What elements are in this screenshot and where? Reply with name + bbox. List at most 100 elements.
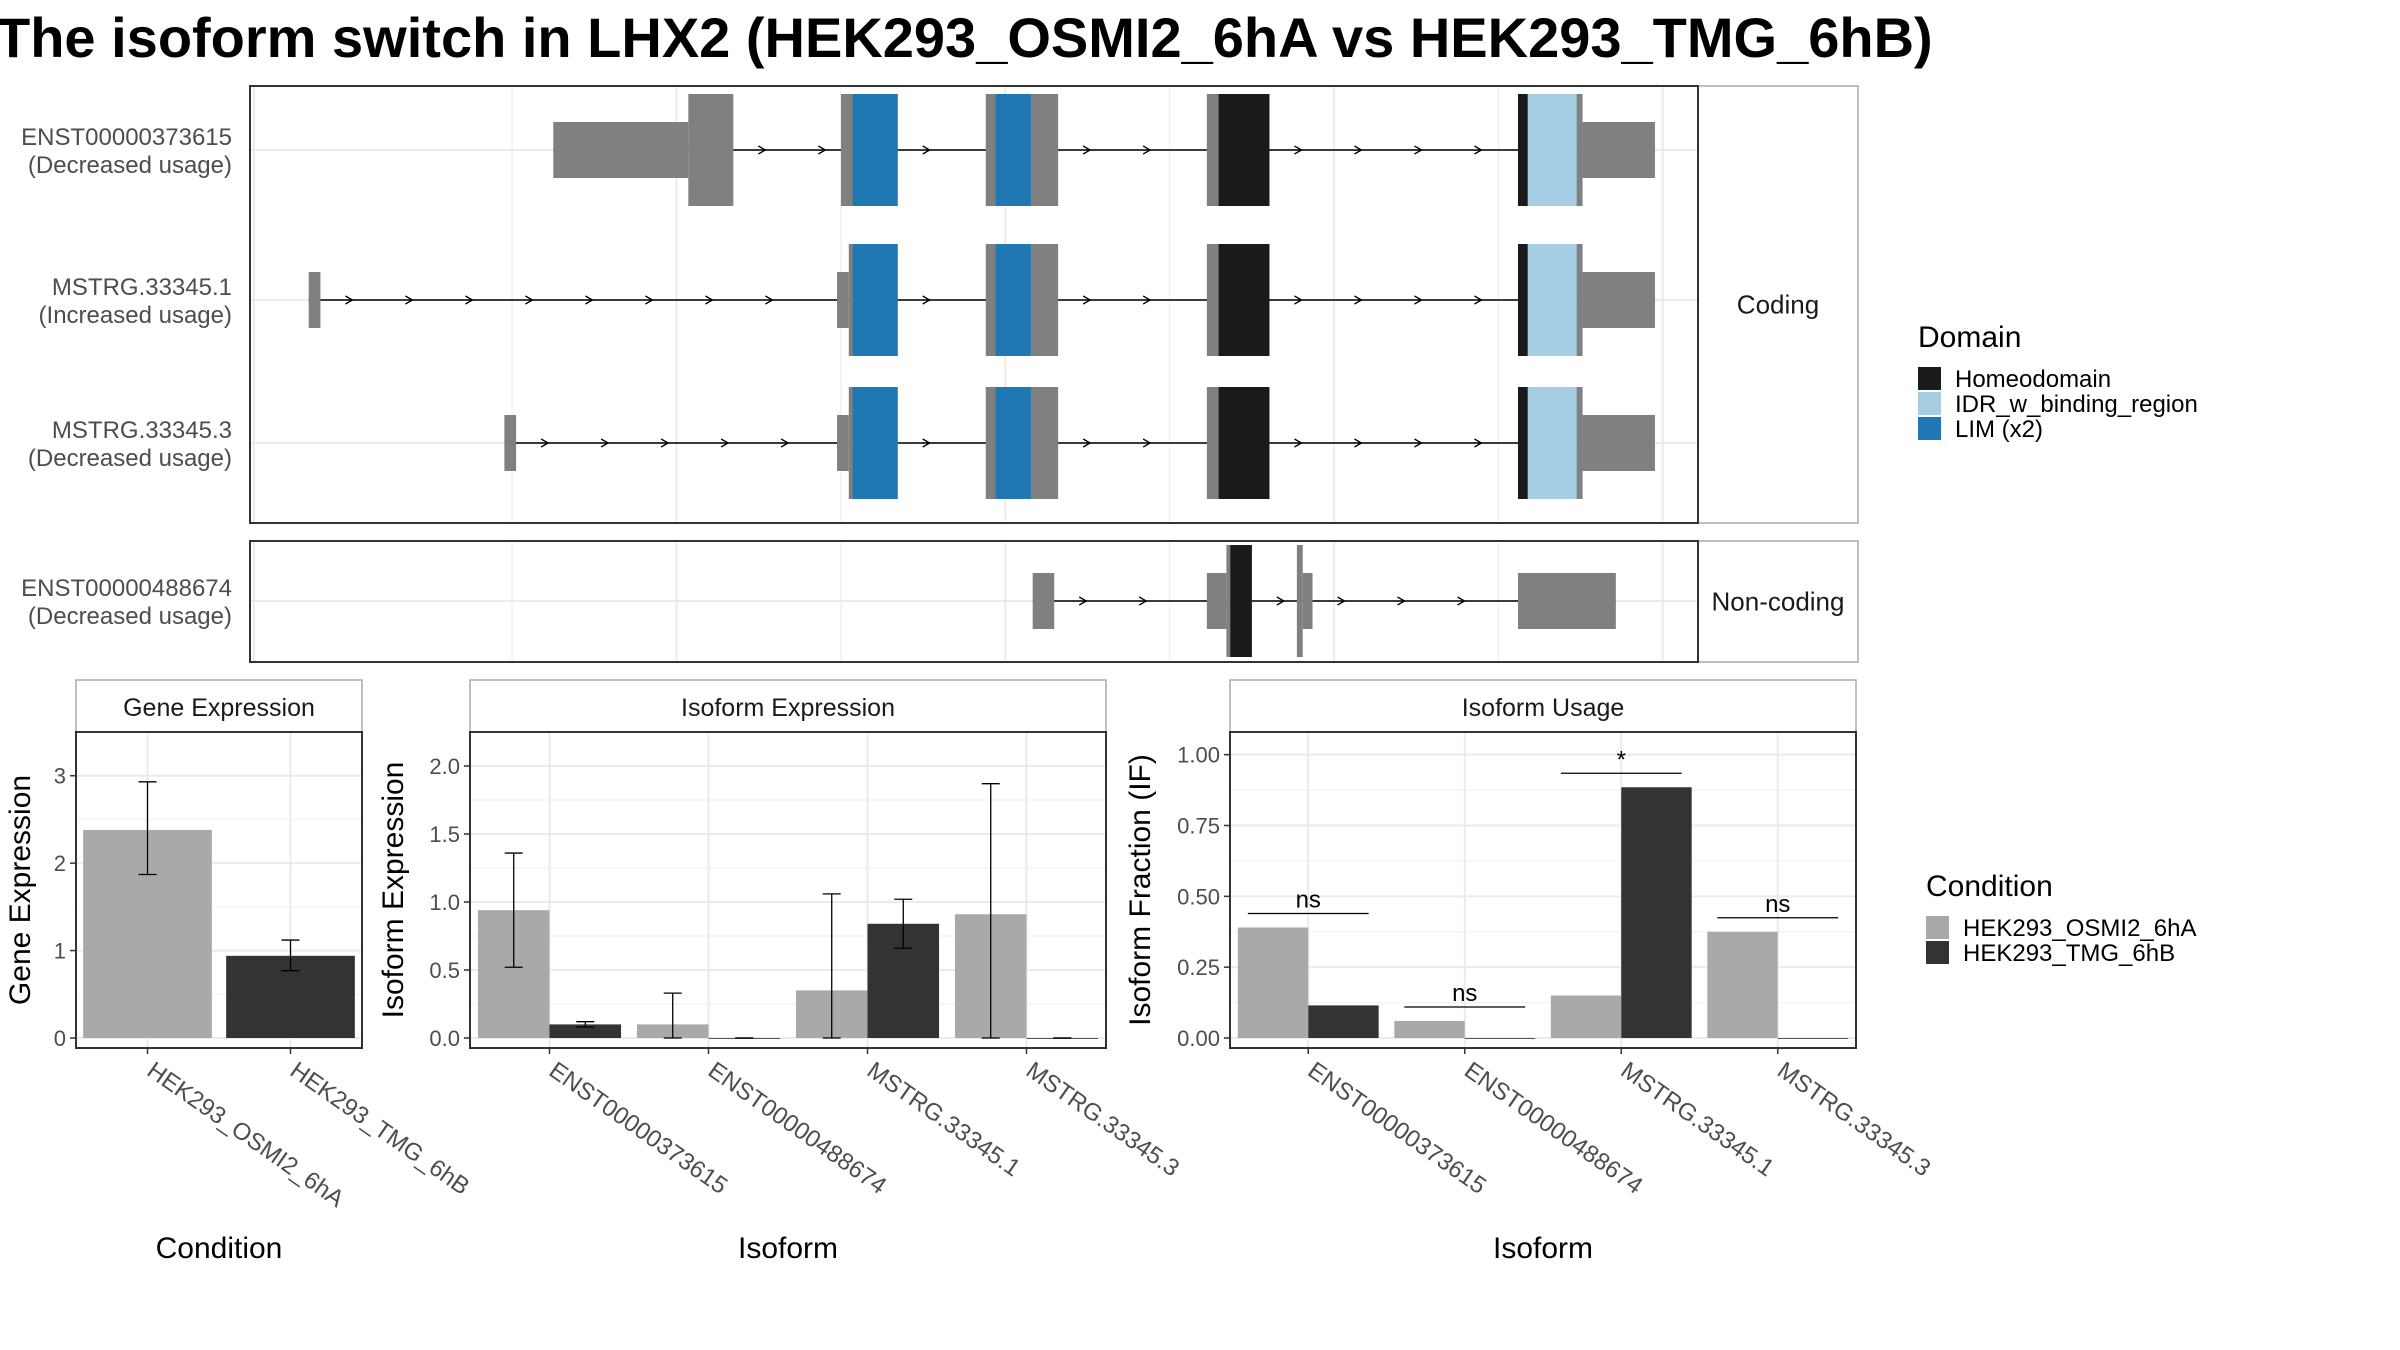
legend-swatch bbox=[1918, 392, 1941, 415]
bar bbox=[1308, 1005, 1379, 1038]
transcript-track bbox=[504, 387, 1655, 499]
direction-arrow bbox=[1142, 295, 1152, 305]
utr-exon bbox=[1582, 415, 1655, 471]
y-tick-label: 0 bbox=[54, 1026, 66, 1051]
domain-segment bbox=[1517, 94, 1528, 206]
direction-arrow bbox=[1354, 438, 1363, 448]
figure-title: The isoform switch in LHX2 (HEK293_OSMI2… bbox=[0, 6, 1933, 69]
direction-arrow bbox=[1414, 145, 1423, 155]
transcript-name-label: ENST00000373615 bbox=[21, 124, 232, 151]
chart-3: Isoform Usage0.000.250.500.751.00nsENST0… bbox=[1124, 679, 1935, 1265]
domain-segment bbox=[1517, 244, 1528, 356]
domain-segment bbox=[852, 244, 898, 356]
transcript-track bbox=[1032, 545, 1616, 657]
transcript-usage-label: (Decreased usage) bbox=[28, 603, 232, 630]
y-axis-label: Isoform Expression bbox=[377, 762, 410, 1019]
facet-strip-label: Non-coding bbox=[1712, 587, 1845, 617]
domain-segment bbox=[995, 94, 1031, 206]
bar bbox=[549, 1024, 622, 1038]
direction-arrow bbox=[1294, 438, 1303, 448]
direction-arrow bbox=[465, 295, 474, 305]
x-tick-label: MSTRG.33345.1 bbox=[1616, 1057, 1779, 1182]
domain-segment bbox=[1218, 244, 1270, 356]
direction-arrow bbox=[1082, 295, 1092, 305]
facet-strip bbox=[469, 679, 1107, 733]
utr-exon bbox=[1032, 573, 1055, 629]
direction-arrow bbox=[1354, 295, 1363, 305]
bar bbox=[1707, 931, 1778, 1038]
direction-arrow bbox=[525, 295, 534, 305]
domain-segment bbox=[995, 244, 1031, 356]
y-tick-label: 1.0 bbox=[429, 890, 460, 915]
transcript-structure-plot: CodingNon-codingENST00000373615(Decrease… bbox=[21, 85, 1859, 663]
transcript-usage-label: (Decreased usage) bbox=[28, 152, 232, 179]
direction-arrow bbox=[1337, 596, 1346, 606]
direction-arrow bbox=[1414, 438, 1423, 448]
legend-swatch bbox=[1918, 417, 1941, 440]
legend-label: HEK293_TMG_6hB bbox=[1963, 940, 2175, 967]
direction-arrow bbox=[1457, 596, 1466, 606]
direction-arrow bbox=[1474, 145, 1483, 155]
direction-arrow bbox=[1078, 596, 1088, 606]
direction-arrow bbox=[780, 438, 790, 448]
direction-arrow bbox=[757, 145, 767, 155]
utr-exon bbox=[1206, 573, 1227, 629]
transcript-track bbox=[308, 244, 1655, 356]
direction-arrow bbox=[765, 295, 774, 305]
transcript-usage-label: (Increased usage) bbox=[39, 302, 232, 329]
utr-exon bbox=[1582, 272, 1655, 328]
direction-arrow bbox=[720, 438, 730, 448]
bar-charts: Gene Expression0123HEK293_OSMI2_6hAHEK29… bbox=[4, 679, 1935, 1265]
y-axis-label: Gene Expression bbox=[4, 775, 37, 1005]
y-tick-label: 2.0 bbox=[429, 754, 460, 779]
y-tick-label: 1 bbox=[54, 939, 66, 964]
direction-arrow bbox=[922, 145, 931, 155]
y-axis-label: Isoform Fraction (IF) bbox=[1124, 754, 1157, 1026]
legend-label: Homeodomain bbox=[1955, 366, 2111, 393]
significance-label: * bbox=[1617, 746, 1626, 773]
direction-arrow bbox=[405, 295, 414, 305]
domain-segment bbox=[1527, 387, 1577, 499]
bar bbox=[1777, 1038, 1849, 1039]
bar bbox=[1621, 787, 1692, 1038]
transcript-usage-label: (Decreased usage) bbox=[28, 445, 232, 472]
structure-panel-border bbox=[249, 540, 1699, 663]
y-tick-label: 0.0 bbox=[429, 1026, 460, 1051]
direction-arrow bbox=[1354, 145, 1363, 155]
legend-label: IDR_w_binding_region bbox=[1955, 391, 2198, 418]
direction-arrow bbox=[1138, 596, 1148, 606]
x-tick-label: MSTRG.33345.3 bbox=[1021, 1057, 1184, 1182]
direction-arrow bbox=[817, 145, 827, 155]
y-tick-label: 1.00 bbox=[1177, 743, 1220, 768]
transcript-name-label: ENST00000488674 bbox=[21, 575, 232, 602]
utr-exon bbox=[553, 122, 689, 178]
structure-panel-bg bbox=[250, 86, 1698, 523]
utr-exon bbox=[504, 415, 517, 471]
legend-label: LIM (x2) bbox=[1955, 416, 2043, 443]
chart-title: Isoform Expression bbox=[681, 694, 895, 722]
domain-segment bbox=[1230, 545, 1252, 657]
legend-title: Condition bbox=[1926, 870, 2053, 903]
direction-arrow bbox=[1474, 438, 1483, 448]
domain-segment bbox=[852, 387, 898, 499]
direction-arrow bbox=[922, 295, 931, 305]
plot-border bbox=[75, 731, 363, 1049]
chart-title: Isoform Usage bbox=[1462, 694, 1625, 722]
direction-arrow bbox=[345, 295, 354, 305]
direction-arrow bbox=[585, 295, 594, 305]
utr-exon bbox=[1582, 122, 1655, 178]
legend-swatch bbox=[1918, 367, 1941, 390]
x-axis-label: Condition bbox=[156, 1232, 283, 1265]
domain-segment bbox=[1527, 244, 1577, 356]
chart-title: Gene Expression bbox=[123, 694, 315, 722]
coding-exon bbox=[1296, 545, 1303, 657]
direction-arrow bbox=[1294, 145, 1303, 155]
y-tick-label: 3 bbox=[54, 764, 66, 789]
y-tick-label: 0.5 bbox=[429, 958, 460, 983]
y-tick-label: 1.5 bbox=[429, 822, 460, 847]
structure-panel-border bbox=[249, 85, 1699, 524]
transcript-name-label: MSTRG.33345.1 bbox=[52, 274, 232, 301]
utr-exon bbox=[1517, 573, 1616, 629]
domain-segment bbox=[995, 387, 1031, 499]
